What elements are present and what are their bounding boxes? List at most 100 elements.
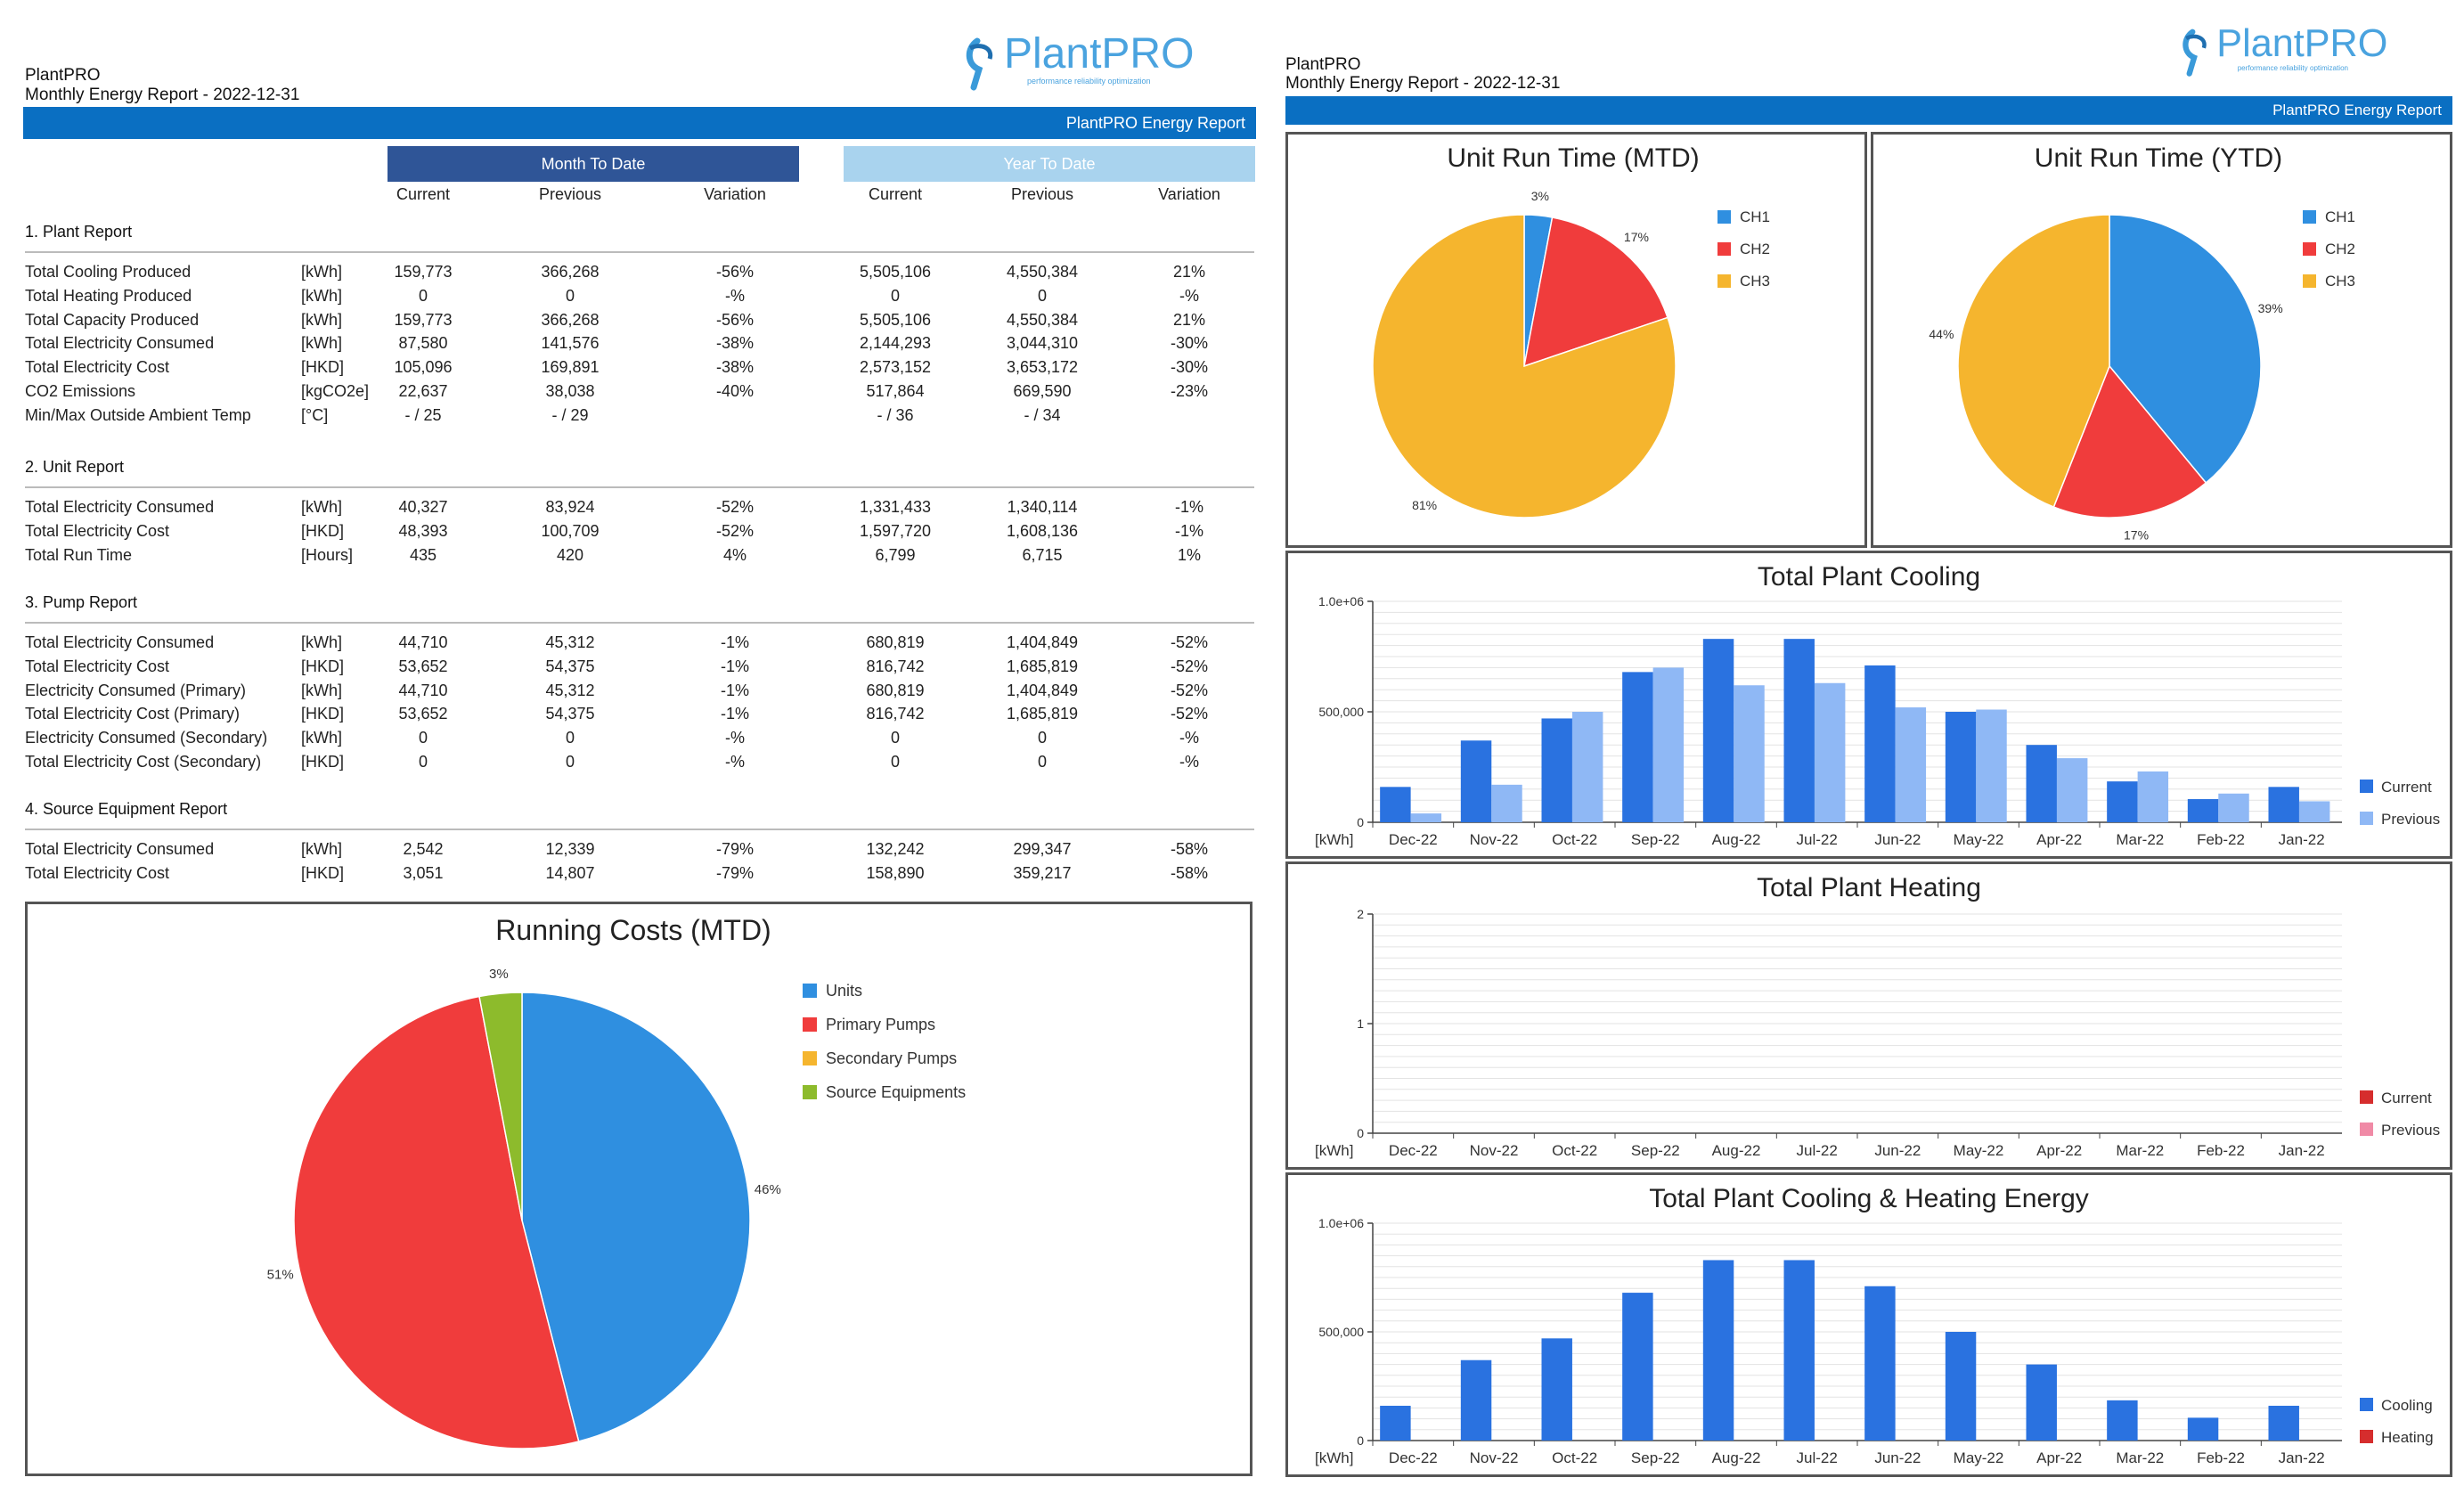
bar-current-sep-22 <box>1622 672 1653 822</box>
table-row: Min/Max Outside Ambient Temp [°C] - / 25 - … <box>25 404 1254 427</box>
row-value: 100,709 <box>541 521 600 540</box>
bar-current-dec-22 <box>1380 787 1411 822</box>
unit-run-time-ytd-chart: Unit Run Time (YTD) 39% 17% 44% CH1 CH2 CH3 <box>1929 143 2355 543</box>
row-value: 680,819 <box>866 681 925 699</box>
bar-cooling-sep-22 <box>1622 1293 1653 1441</box>
app-name-right: PlantPRO <box>1285 55 1361 74</box>
chart-title: Unit Run Time (MTD) <box>1447 143 1699 173</box>
report-title: Monthly Energy Report - 2022-12-31 <box>25 86 300 104</box>
energy-report-bar-label-right: PlantPRO Energy Report <box>2272 102 2442 118</box>
row-value: 1,685,819 <box>1006 705 1079 723</box>
legend-entry: Source Equipments <box>826 1083 966 1101</box>
table-row: Total Electricity Cost [HKD] 53,652 54,375 -… <box>25 655 1254 678</box>
row-value: 1,404,849 <box>1006 633 1079 651</box>
row-value: 0 <box>1037 286 1047 305</box>
column-header-previous-mtd: Previous <box>538 185 602 203</box>
row-value: -% <box>725 286 745 305</box>
row-label: Total Run Time <box>25 545 133 564</box>
row-unit: [kgCO2e] <box>301 382 370 400</box>
report-title-right: Monthly Energy Report - 2022-12-31 <box>1285 74 1561 93</box>
row-value: -1% <box>720 705 749 723</box>
column-header-previous-ytd: Previous <box>1010 185 1074 203</box>
x-tick-label: Jan-22 <box>2279 1142 2325 1159</box>
row-unit: [kWh] <box>301 498 343 516</box>
row-value: -52% <box>715 498 755 516</box>
row-label: Total Electricity Consumed <box>25 334 215 353</box>
table-row: Total Electricity Cost (Primary) [HKD] 53,… <box>25 702 1254 725</box>
row-value: 2,573,152 <box>859 358 932 377</box>
row-value: 366,268 <box>541 263 600 281</box>
row-value: 4,550,384 <box>1006 263 1079 281</box>
x-tick-label: Jun-22 <box>1874 1142 1921 1159</box>
legend-swatch <box>2360 1430 2373 1443</box>
column-header-current-mtd: Current <box>396 185 451 203</box>
plantpro-logo-right: PlantPRO performance reliability optimiz… <box>2169 14 2445 78</box>
legend-entry: Current <box>2381 779 2432 796</box>
bar-current-aug-22 <box>1702 639 1734 822</box>
x-tick-label: Jul-22 <box>1797 831 1838 848</box>
pie-slice-ch2 <box>2052 364 2207 518</box>
bar-cooling-may-22 <box>1945 1332 1977 1441</box>
row-value: 4% <box>722 545 747 564</box>
x-axis-label: [kWh] <box>1315 831 1353 848</box>
x-tick-label: Mar-22 <box>2116 1449 2164 1466</box>
row-value: 5,505,106 <box>859 263 932 281</box>
month-to-date-header: Month To Date <box>388 146 799 182</box>
total-cooling-heating-chart: Total Plant Cooling & Heating Energy 0 500… <box>1315 1184 2434 1466</box>
pie-slice-ch1 <box>2109 214 2262 485</box>
legend-entry: Cooling <box>2381 1397 2433 1414</box>
row-value: 53,652 <box>398 657 448 675</box>
row-label: Total Cooling Produced <box>25 263 192 281</box>
total-cooling-heating-panel: Total Plant Cooling & Heating Energy 0 500… <box>1285 1172 2452 1477</box>
x-tick-label: Aug-22 <box>1712 1142 1761 1159</box>
row-value: 54,375 <box>545 657 595 675</box>
row-value: 0 <box>1037 753 1047 771</box>
pie-slice-ch2 <box>1523 216 1669 368</box>
row-value: 169,891 <box>541 358 600 377</box>
row-value: 299,347 <box>1013 840 1072 858</box>
row-value: 14,807 <box>545 863 595 882</box>
row-label: Total Capacity Produced <box>25 310 200 329</box>
row-value: -1% <box>720 681 749 699</box>
unit-run-time-mtd-chart: Unit Run Time (MTD) 3% 17% 81% CH1 CH2 CH3 <box>1372 143 1770 518</box>
row-value: 0 <box>565 729 575 747</box>
row-value: 45,312 <box>545 633 595 651</box>
x-tick-label: Apr-22 <box>2036 831 2082 848</box>
row-value: 816,742 <box>866 705 925 723</box>
bar-cooling-dec-22 <box>1380 1405 1411 1441</box>
y-tick-label: 500,000 <box>1318 705 1364 719</box>
logo-text-right: PlantPRO <box>2216 22 2387 65</box>
row-value: 0 <box>1037 729 1047 747</box>
row-value: 366,268 <box>541 310 600 329</box>
total-plant-heating-panel: Total Plant Heating 0 1 2 [kWh] Dec-22 Nov-22 O… <box>1285 861 2452 1170</box>
row-label: CO2 Emissions <box>25 382 136 400</box>
row-label: Total Electricity Consumed <box>25 840 215 858</box>
legend-swatch <box>2303 242 2316 256</box>
unit-run-time-mtd-panel: Unit Run Time (MTD) 3% 17% 81% CH1 CH2 CH3 <box>1285 132 1867 548</box>
legend-swatch <box>803 1085 817 1099</box>
table-row: Total Cooling Produced [kWh] 159,773 366,26… <box>25 260 1254 283</box>
pie-value-label: 51% <box>267 1268 294 1283</box>
row-value: 158,890 <box>866 863 925 882</box>
legend-swatch <box>2360 780 2373 793</box>
section-divider <box>25 829 1254 830</box>
row-value: -52% <box>1170 681 1209 699</box>
row-value: -1% <box>720 633 749 651</box>
row-value: 0 <box>890 753 900 771</box>
row-value: -% <box>725 753 745 771</box>
legend-entry: CH2 <box>2325 241 2355 257</box>
row-value: 1,340,114 <box>1007 498 1078 516</box>
pie-value-label: 46% <box>755 1182 781 1197</box>
row-value: 0 <box>565 286 575 305</box>
row-value: 435 <box>409 545 437 564</box>
column-header-variation-mtd: Variation <box>704 185 766 203</box>
row-value: 3,051 <box>403 863 444 882</box>
row-unit: [kWh] <box>301 310 343 329</box>
row-unit: [kWh] <box>301 286 343 305</box>
bar-current-nov-22 <box>1460 740 1492 822</box>
y-tick-label: 1 <box>1357 1016 1364 1031</box>
row-value: -38% <box>715 358 755 377</box>
y-tick-label: 500,000 <box>1318 1325 1364 1339</box>
row-value: 3,044,310 <box>1006 334 1079 353</box>
x-tick-label: Jul-22 <box>1797 1142 1838 1159</box>
